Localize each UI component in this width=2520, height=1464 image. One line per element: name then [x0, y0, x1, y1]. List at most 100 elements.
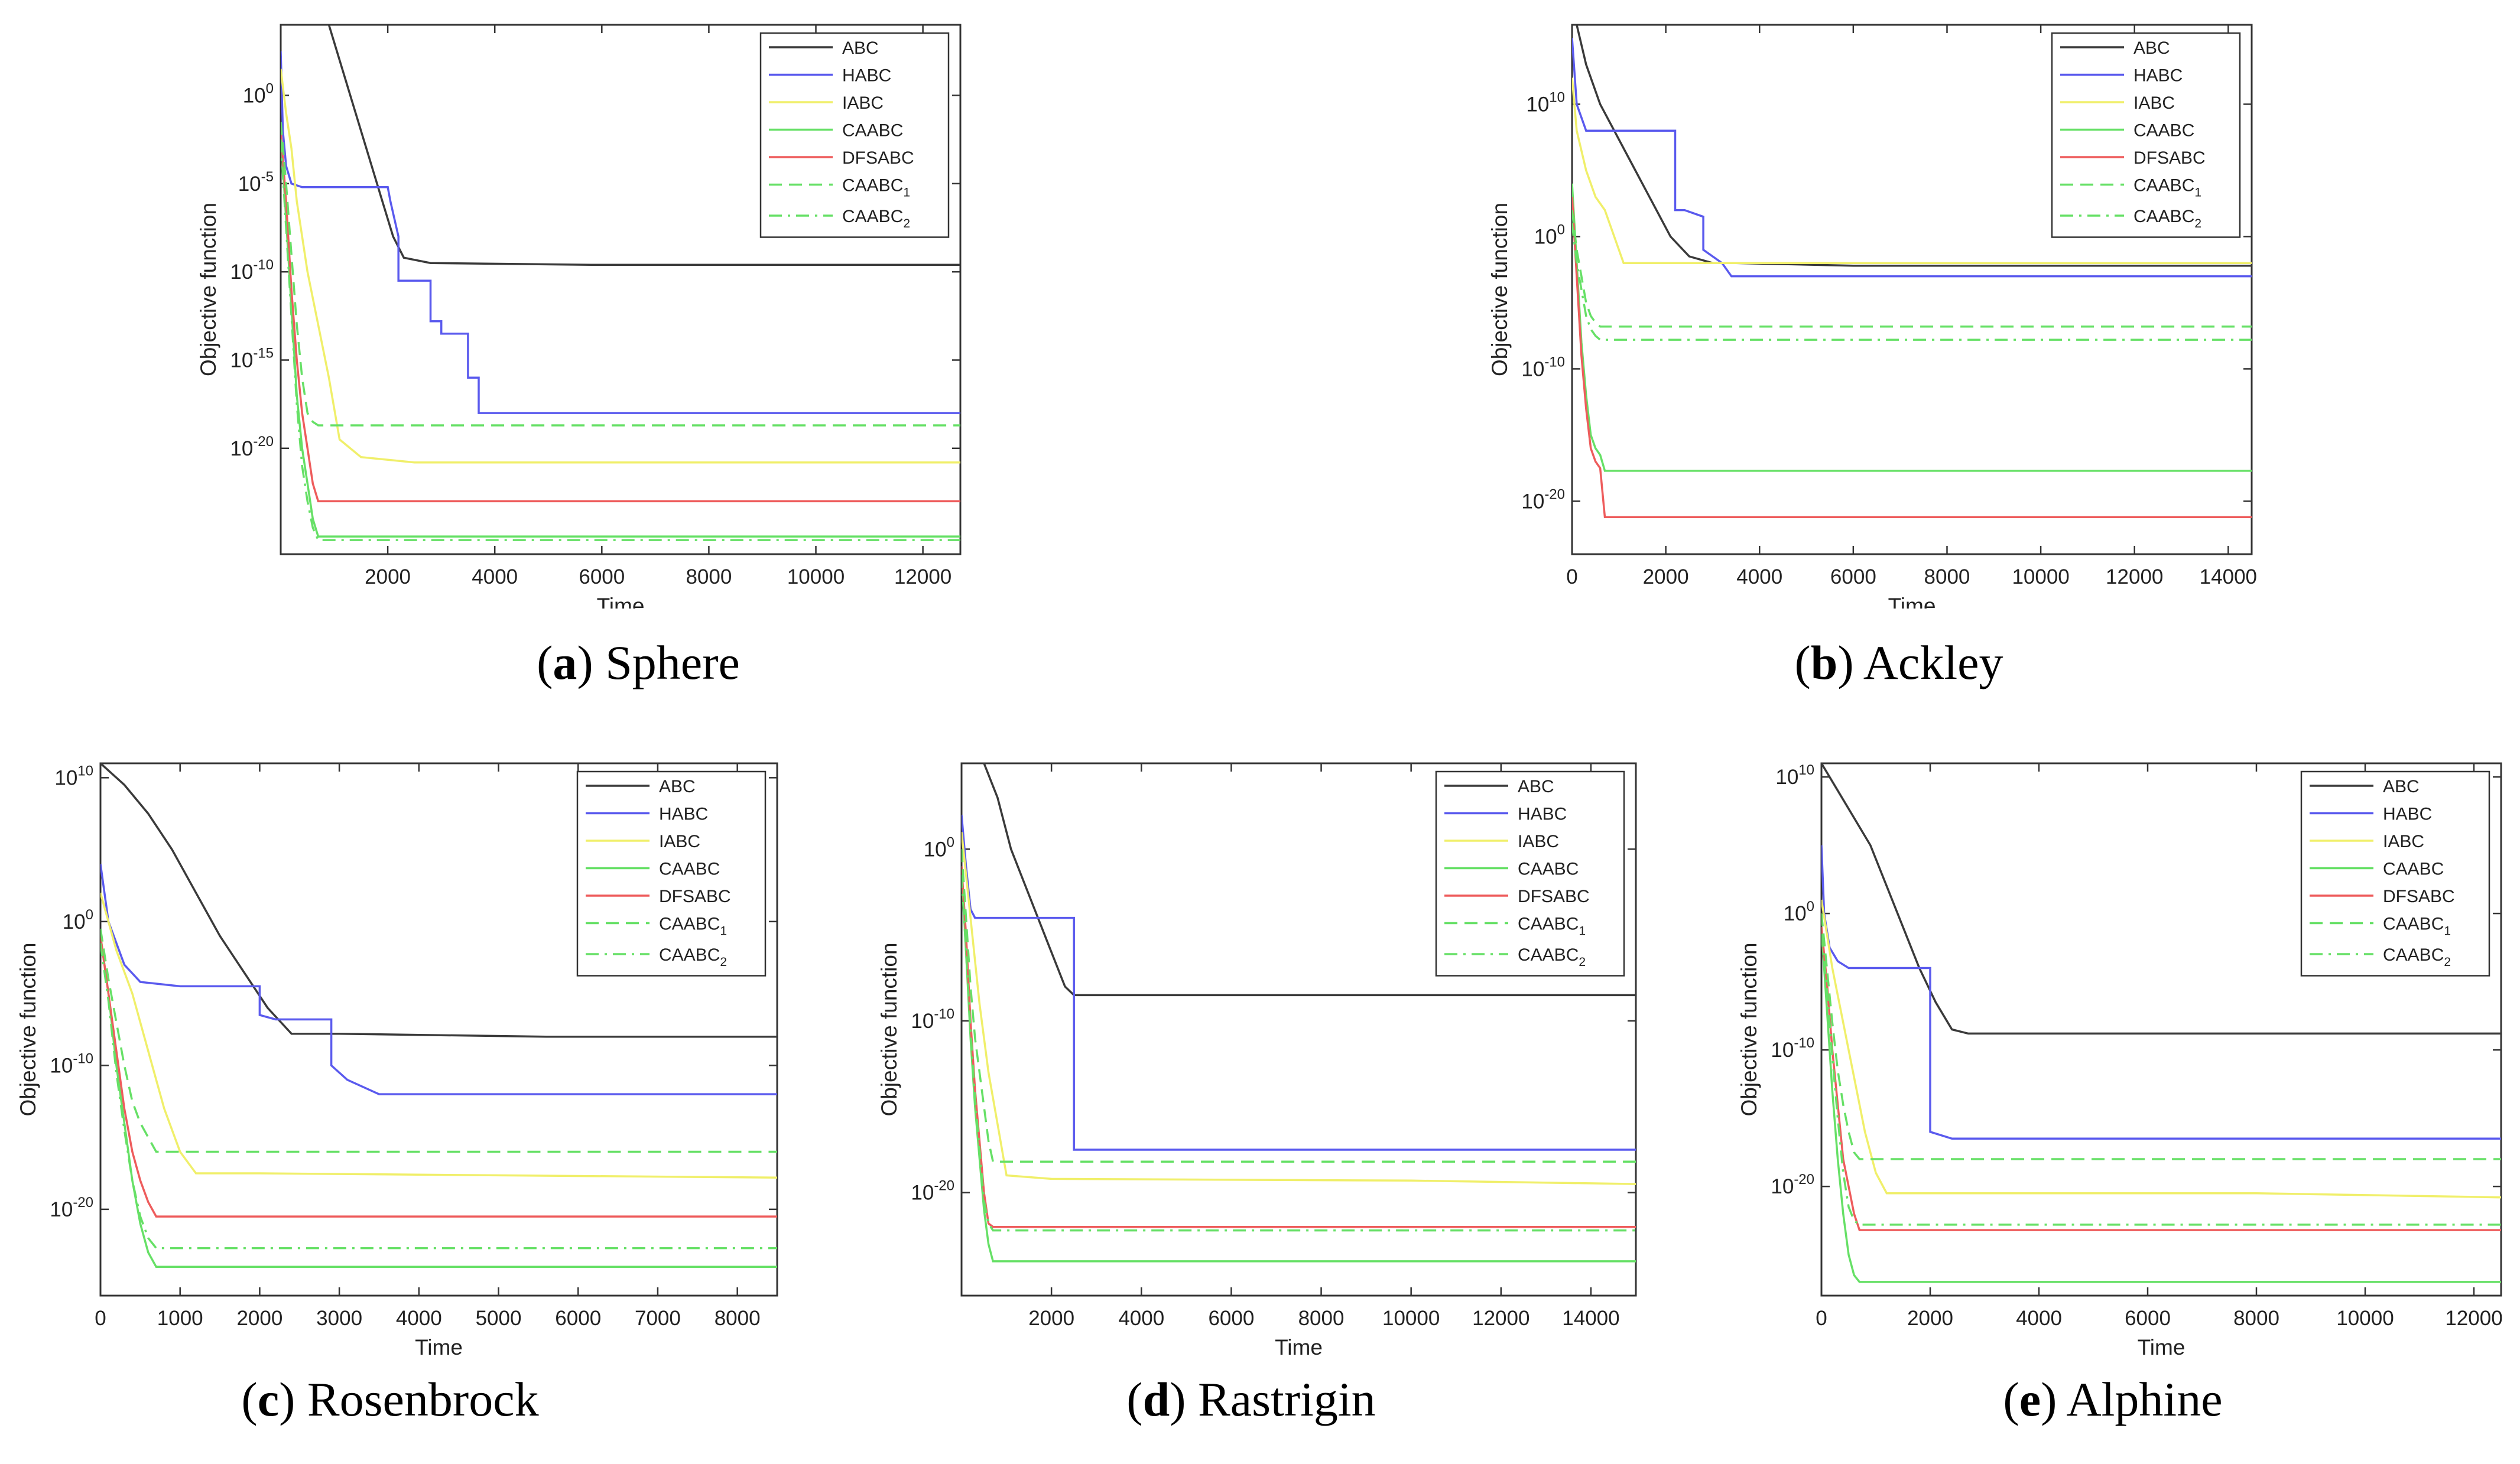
x-tick-label: 6000: [1208, 1307, 1254, 1330]
series-line-caabc-1: [281, 122, 960, 427]
x-tick-label: 8000: [1924, 565, 1970, 588]
series-line-iabc: [100, 892, 777, 1179]
legend-label: CAABC1: [842, 176, 910, 200]
x-tick-label: 6000: [579, 565, 625, 588]
series-line-dfsabc: [281, 131, 960, 503]
series-line-iabc: [1572, 77, 2252, 264]
x-tick-label: 2000: [236, 1307, 282, 1330]
legend-label: HABC: [659, 805, 708, 824]
series-line-abc: [100, 763, 777, 1038]
chart-ackley: 0 2000 4000 6000 8000 10000 12000 14000 1010 100 1…: [1488, 24, 2257, 618]
x-tick-label: 12000: [894, 565, 952, 588]
series-line-abc: [327, 25, 960, 266]
y-tick-label: 100: [924, 834, 954, 861]
x-tick-label: 5000: [476, 1307, 522, 1330]
legend-label: CAABC2: [2133, 207, 2201, 230]
legend-label: CAABC2: [842, 207, 910, 230]
y-axis-label: Objective function: [16, 942, 40, 1116]
x-tick-label: 0: [1566, 565, 1577, 588]
y-tick-label: 10-20: [1771, 1172, 1814, 1198]
x-tick-label: 1000: [157, 1307, 203, 1330]
legend-label: DFSABC: [1518, 887, 1590, 906]
y-tick-label: 10-10: [1521, 354, 1565, 380]
legend-label: CAABC: [842, 121, 903, 141]
y-axis-label: Objective function: [1488, 203, 1512, 376]
x-tick-label: 8000: [1298, 1307, 1345, 1330]
series-line-caabc-2: [100, 943, 777, 1250]
caption-letter: a: [553, 636, 577, 689]
y-tick-label: 100: [243, 80, 274, 107]
x-tick-label: 2000: [1643, 565, 1689, 588]
y-tick-label: 10-5: [238, 169, 274, 196]
y-tick-label: 10-15: [230, 345, 274, 372]
x-tick-label: 4000: [2016, 1307, 2062, 1330]
x-tick-label: 8000: [715, 1307, 761, 1330]
legend-label: DFSABC: [2133, 148, 2206, 168]
caption-letter: c: [257, 1372, 280, 1426]
y-tick-label: 100: [1784, 899, 1814, 925]
series-line-abc: [1821, 763, 2501, 1035]
panel-ackley: 0 2000 4000 6000 8000 10000 12000 14000 1010 100 1…: [1436, 12, 2264, 618]
caption-letter: b: [1810, 636, 1838, 689]
y-tick-label: 10-20: [50, 1195, 93, 1221]
legend-label: ABC: [1518, 777, 1554, 796]
panel-rosenbrock: 0 1000 2000 3000 4000 5000 6000 7000 8000 1010 100…: [0, 756, 786, 1359]
x-tick-label: 2000: [1907, 1307, 1953, 1330]
legend: [759, 32, 950, 238]
y-tick-label: 100: [63, 907, 93, 933]
legend-label: IABC: [842, 93, 884, 113]
series-line-dfsabc: [100, 935, 777, 1218]
x-tick-label: 4000: [1736, 565, 1782, 588]
y-tick-label: 1010: [1526, 89, 1565, 116]
x-tick-label: 12000: [2106, 565, 2163, 588]
legend-label: DFSABC: [2383, 887, 2455, 906]
x-axis-label: Time: [1275, 1335, 1323, 1359]
legend-label: HABC: [842, 66, 891, 86]
legend: [2300, 770, 2490, 977]
legend-label: CAABC1: [1518, 915, 1586, 938]
series-line-caabc-1: [1572, 210, 2252, 328]
caption-rastrigin: (d) Rastrigin: [1126, 1372, 1376, 1426]
legend-label: CAABC1: [2133, 176, 2201, 200]
x-tick-label: 6000: [1830, 565, 1876, 588]
y-tick-label: 10-10: [911, 1006, 954, 1033]
x-tick-label: 8000: [686, 565, 732, 588]
legend-label: IABC: [659, 832, 700, 851]
y-tick-label: 10-10: [50, 1050, 93, 1077]
x-tick-label: 4000: [396, 1307, 442, 1330]
series-line-iabc: [962, 832, 1636, 1185]
chart-sphere: 2000 4000 6000 8000 10000 12000 100 10-5 10-10 10…: [196, 24, 962, 618]
legend: [1435, 770, 1625, 977]
legend-label: CAABC1: [2383, 915, 2451, 938]
series-line-iabc: [281, 69, 960, 464]
legend-label: IABC: [2133, 93, 2175, 113]
x-tick-label: 14000: [1562, 1307, 1619, 1330]
y-axis-label: Objective function: [1737, 942, 1761, 1116]
series-line-caabc: [1821, 927, 2501, 1283]
x-tick-label: 14000: [2200, 565, 2257, 588]
series-line-caabc-1: [1821, 913, 2501, 1160]
y-tick-label: 10-10: [1771, 1035, 1814, 1062]
legend-label: CAABC2: [1518, 945, 1586, 969]
legend-label: HABC: [2383, 805, 2432, 824]
caption-sphere: (a) Sphere: [537, 636, 740, 689]
caption-ackley: (b) Ackley: [1794, 636, 2003, 689]
x-tick-label: 4000: [1118, 1307, 1164, 1330]
y-tick-label: 10-20: [911, 1178, 954, 1205]
caption-alphine: (e) Alphine: [2003, 1372, 2223, 1426]
y-tick-label: 10-20: [230, 434, 274, 460]
x-axis-label: Time: [1888, 594, 1936, 609]
y-tick-label: 1010: [1775, 762, 1814, 789]
chart-rosenbrock: 0 1000 2000 3000 4000 5000 6000 7000 8000 1010 100…: [16, 762, 778, 1359]
legend-label: HABC: [1518, 805, 1567, 824]
y-tick-label: 10-10: [230, 257, 274, 284]
series-line-caabc-1: [100, 928, 777, 1153]
x-tick-label: 0: [95, 1307, 106, 1330]
caption-name: Alphine: [2066, 1372, 2223, 1426]
x-tick-label: 4000: [472, 565, 518, 588]
legend-label: ABC: [659, 777, 696, 796]
y-tick-label: 100: [1534, 222, 1565, 248]
series-line-caabc-2: [962, 874, 1636, 1232]
series-line-caabc-2: [281, 139, 960, 541]
